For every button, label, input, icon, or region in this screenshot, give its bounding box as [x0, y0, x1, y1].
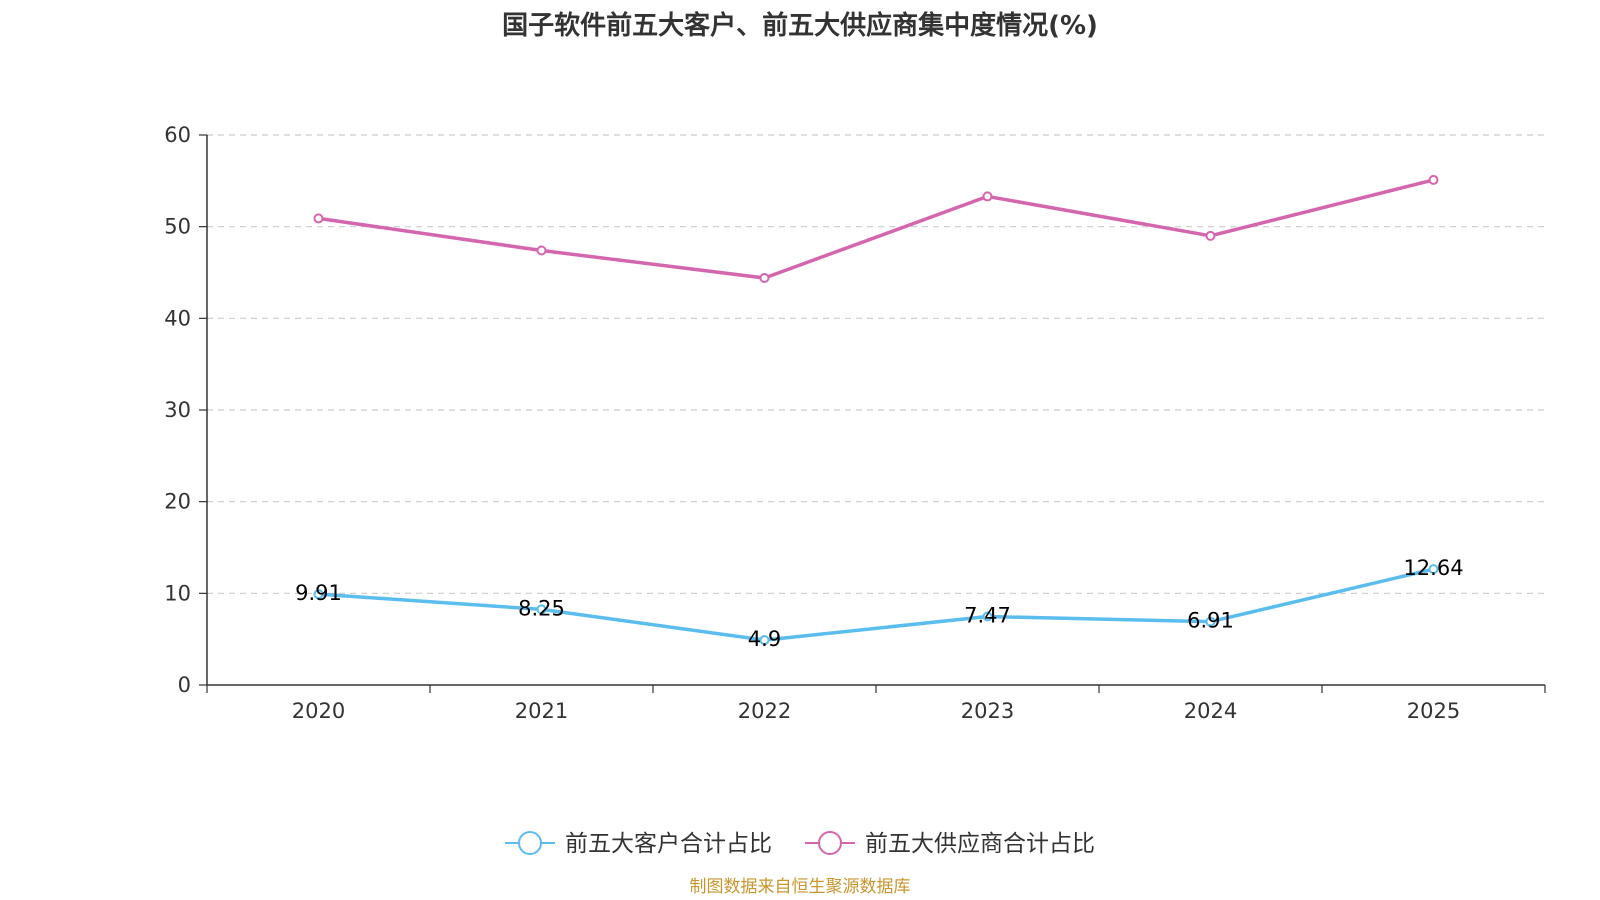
point-s1-2021 [536, 245, 547, 256]
data-label-2022: 4.9 [748, 627, 781, 651]
point-s1-2025 [1428, 174, 1439, 185]
point-s1-2023 [982, 191, 993, 202]
point-s1-2020 [313, 213, 324, 224]
legend-label-1: 前五大供应商合计占比 [865, 831, 1095, 857]
y-tick-label-60: 60 [164, 123, 191, 147]
legend-item-0[interactable]: 前五大客户合计占比 [505, 831, 772, 857]
legend-marker-1 [818, 831, 842, 855]
y-tick-label-40: 40 [164, 306, 191, 330]
series-lines [313, 174, 1439, 646]
series-line-0 [318, 567, 1434, 642]
y-tick-label-0: 0 [178, 673, 191, 697]
point-s0-2021 [536, 604, 547, 615]
point-s1-2024 [1205, 230, 1216, 241]
y-tick-label-10: 10 [164, 581, 191, 605]
legend-item-1[interactable]: 前五大供应商合计占比 [805, 831, 1095, 857]
legend-label-0: 前五大客户合计占比 [565, 831, 772, 857]
legend-marker-0 [518, 831, 542, 855]
source-note: 制图数据来自恒生聚源数据库 [690, 877, 911, 897]
point-s0-2024 [1205, 616, 1216, 627]
data-label-2025: 12.64 [1403, 556, 1463, 580]
point-s0-2023 [982, 611, 993, 622]
data-labels: 9.91 8.25 4.9 7.47 6.91 12.64 [295, 556, 1463, 651]
x-tick-label-2021: 2021 [515, 699, 568, 723]
x-tick-label-2020: 2020 [292, 699, 345, 723]
data-label-2023: 7.47 [964, 604, 1011, 628]
data-label-2020: 9.91 [295, 581, 342, 605]
y-tick-label-30: 30 [164, 398, 191, 422]
x-tick-label-2023: 2023 [961, 699, 1014, 723]
point-s0-2022 [759, 635, 770, 646]
legend[interactable]: 前五大客户合计占比 前五大供应商合计占比 [505, 831, 1095, 857]
point-s0-2020 [313, 589, 324, 600]
point-s1-2022 [759, 273, 770, 283]
data-label-2024: 6.91 [1187, 609, 1234, 633]
point-s0-2025 [1428, 564, 1439, 575]
x-tick-label-2024: 2024 [1184, 699, 1237, 723]
axes: 0 10 20 30 40 50 60 2020 2021 2022 2023 2024 2025 [164, 123, 1546, 723]
series-line-1 [318, 178, 1434, 280]
data-label-2021: 8.25 [518, 596, 565, 620]
grid-lines [207, 134, 1545, 594]
y-tick-label-20: 20 [164, 490, 191, 514]
chart-title: 国子软件前五大客户、前五大供应商集中度情况(%) [502, 10, 1098, 41]
x-tick-label-2025: 2025 [1407, 699, 1460, 723]
x-tick-label-2022: 2022 [738, 699, 791, 723]
y-tick-label-50: 50 [164, 215, 191, 239]
